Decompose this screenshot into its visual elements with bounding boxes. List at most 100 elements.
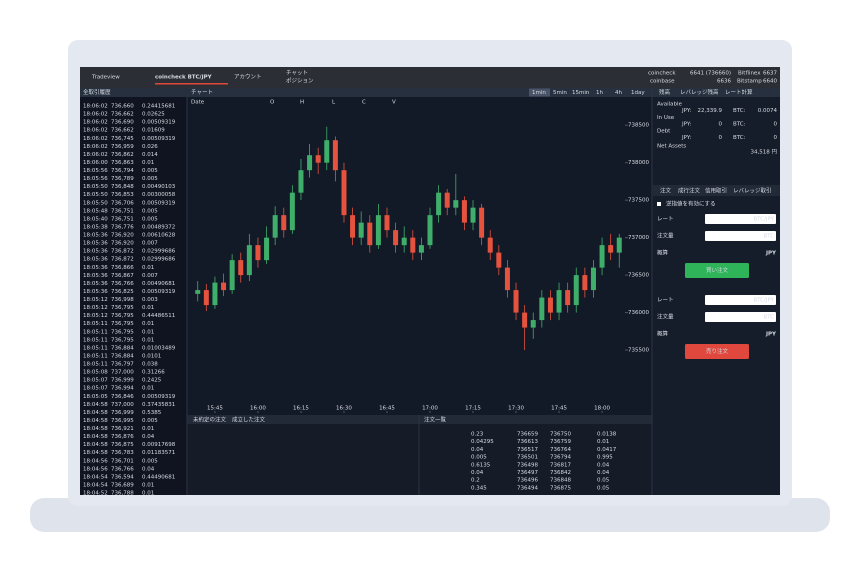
- candle-body: [410, 237, 416, 253]
- trade-price: 736,689: [111, 482, 134, 488]
- trade-time: 18:04:54: [83, 482, 108, 488]
- trade-time: 18:06:02: [83, 112, 108, 118]
- balance-tab[interactable]: レバレッジ残高: [680, 88, 719, 96]
- nav-tab[interactable]: アカウント: [234, 73, 262, 81]
- amount-input[interactable]: [705, 231, 776, 241]
- trade-amount: 0.31266: [142, 370, 165, 376]
- trade-time: 18:05:40: [83, 216, 108, 222]
- rate-input[interactable]: [705, 295, 776, 305]
- trade-price: 736,876: [111, 434, 134, 440]
- candle-body: [539, 297, 545, 321]
- candle-body: [565, 290, 571, 306]
- placeholder: BTC/JPY: [753, 217, 774, 223]
- currency: JPY: [765, 332, 777, 338]
- trade-price: 736,921: [111, 426, 134, 432]
- trade-amount: 0.005: [142, 418, 158, 424]
- order-button[interactable]: [685, 344, 749, 359]
- trade-amount: 0.5385: [142, 410, 162, 416]
- x-tick-label: 17:45: [551, 406, 567, 412]
- ohlc-legend: C: [362, 100, 366, 106]
- trade-time: 18:05:11: [83, 353, 108, 359]
- tab-bar: [80, 88, 780, 97]
- trade-price: 736,706: [111, 200, 134, 206]
- y-tick-label: 736000: [628, 310, 649, 316]
- order-button-label[interactable]: 売り注文: [706, 347, 729, 355]
- bid-price: 736497: [517, 470, 538, 476]
- bid-price: 736613: [517, 439, 538, 445]
- trade-amount: 0.00509319: [142, 394, 176, 400]
- candle-body: [504, 267, 510, 291]
- interval-button[interactable]: 4h: [615, 90, 622, 96]
- trade-amount: 0.005: [142, 208, 158, 214]
- y-tick-label: 737000: [628, 235, 649, 241]
- trade-price: 736,920: [111, 241, 134, 247]
- order-tab[interactable]: 信用取引: [705, 187, 727, 195]
- pair-tab[interactable]: coincheck BTC/JPY: [155, 75, 213, 81]
- order-button-label[interactable]: 買い注文: [706, 266, 729, 274]
- candle-body: [608, 245, 614, 253]
- order-button[interactable]: [685, 263, 749, 278]
- checkbox[interactable]: [657, 202, 661, 206]
- trade-amount: 0.00490681: [142, 281, 175, 287]
- trade-time: 18:05:48: [83, 208, 108, 214]
- nav-tab[interactable]: ポジション: [286, 78, 314, 85]
- order-tab[interactable]: レバレッジ取引: [733, 187, 772, 195]
- y-tick-label: 736500: [628, 273, 649, 279]
- interval-button[interactable]: 15min: [572, 90, 590, 96]
- ohlc-legend: H: [300, 100, 304, 106]
- trade-time: 18:05:08: [83, 370, 108, 376]
- trade-time: 18:05:36: [83, 233, 108, 239]
- trade-amount: 0.0101: [142, 353, 161, 359]
- trade-price: 736,662: [111, 112, 134, 118]
- trade-time: 18:06:02: [83, 152, 108, 158]
- trade-amount: 0.005: [142, 176, 158, 182]
- order-tab[interactable]: 注文: [660, 187, 672, 195]
- balance-key: JPY:: [681, 108, 691, 114]
- bid-price: 736501: [517, 455, 538, 461]
- balance-key: BTC:: [733, 122, 746, 128]
- interval-button[interactable]: 1day: [631, 90, 645, 96]
- nav-tab[interactable]: チャット: [286, 70, 308, 77]
- candle-body: [599, 245, 605, 268]
- trade-time: 18:05:50: [83, 200, 108, 206]
- interval-button[interactable]: 5min: [553, 90, 567, 96]
- exchange-price: 6640: [763, 79, 777, 85]
- orders-tab[interactable]: 成立した注文: [232, 416, 266, 424]
- trade-price: 736,862: [111, 152, 134, 158]
- exchange-name: coincheck: [648, 71, 676, 77]
- ohlc-legend: Date: [191, 100, 205, 106]
- candle-body: [616, 237, 622, 253]
- trade-amount: 0.04: [142, 466, 155, 472]
- amount-input[interactable]: [705, 312, 776, 322]
- book-amount: 0.0138: [597, 432, 617, 438]
- x-tick-label: 17:30: [508, 406, 524, 412]
- candle-body: [375, 215, 381, 246]
- trade-amount: 0.01: [142, 491, 154, 497]
- panel-title: 注文一覧: [424, 416, 447, 424]
- trade-time: 18:04:58: [83, 426, 108, 432]
- trade-time: 18:05:36: [83, 265, 108, 271]
- rate-input[interactable]: [705, 214, 776, 224]
- trade-amount: 0.01: [142, 329, 154, 335]
- interval-button[interactable]: 1min: [532, 90, 546, 96]
- order-tab[interactable]: 成行注文: [678, 187, 701, 195]
- trade-time: 18:05:12: [83, 297, 108, 303]
- trade-time: 18:06:02: [83, 128, 108, 134]
- balance-label: Debt: [657, 129, 671, 135]
- placeholder: BTC: [763, 315, 774, 321]
- field-label: 注文量: [657, 232, 674, 240]
- balance-tab[interactable]: レート計算: [725, 88, 753, 96]
- candle-body: [530, 320, 536, 328]
- interval-button[interactable]: 1h: [596, 90, 603, 96]
- logo: Tradeview: [91, 75, 120, 81]
- orders-tab[interactable]: 未約定の注文: [193, 416, 227, 424]
- trade-price: 736,994: [111, 386, 134, 392]
- trade-time: 18:05:12: [83, 305, 108, 311]
- trade-price: 736,594: [111, 474, 134, 480]
- balance-tab[interactable]: 残高: [659, 88, 671, 96]
- trade-time: 18:04:58: [83, 402, 108, 408]
- trade-price: 737,000: [111, 402, 134, 408]
- trade-price: 736,766: [111, 281, 134, 287]
- x-tick-label: 18:00: [594, 406, 610, 412]
- field-label: レート: [657, 298, 674, 304]
